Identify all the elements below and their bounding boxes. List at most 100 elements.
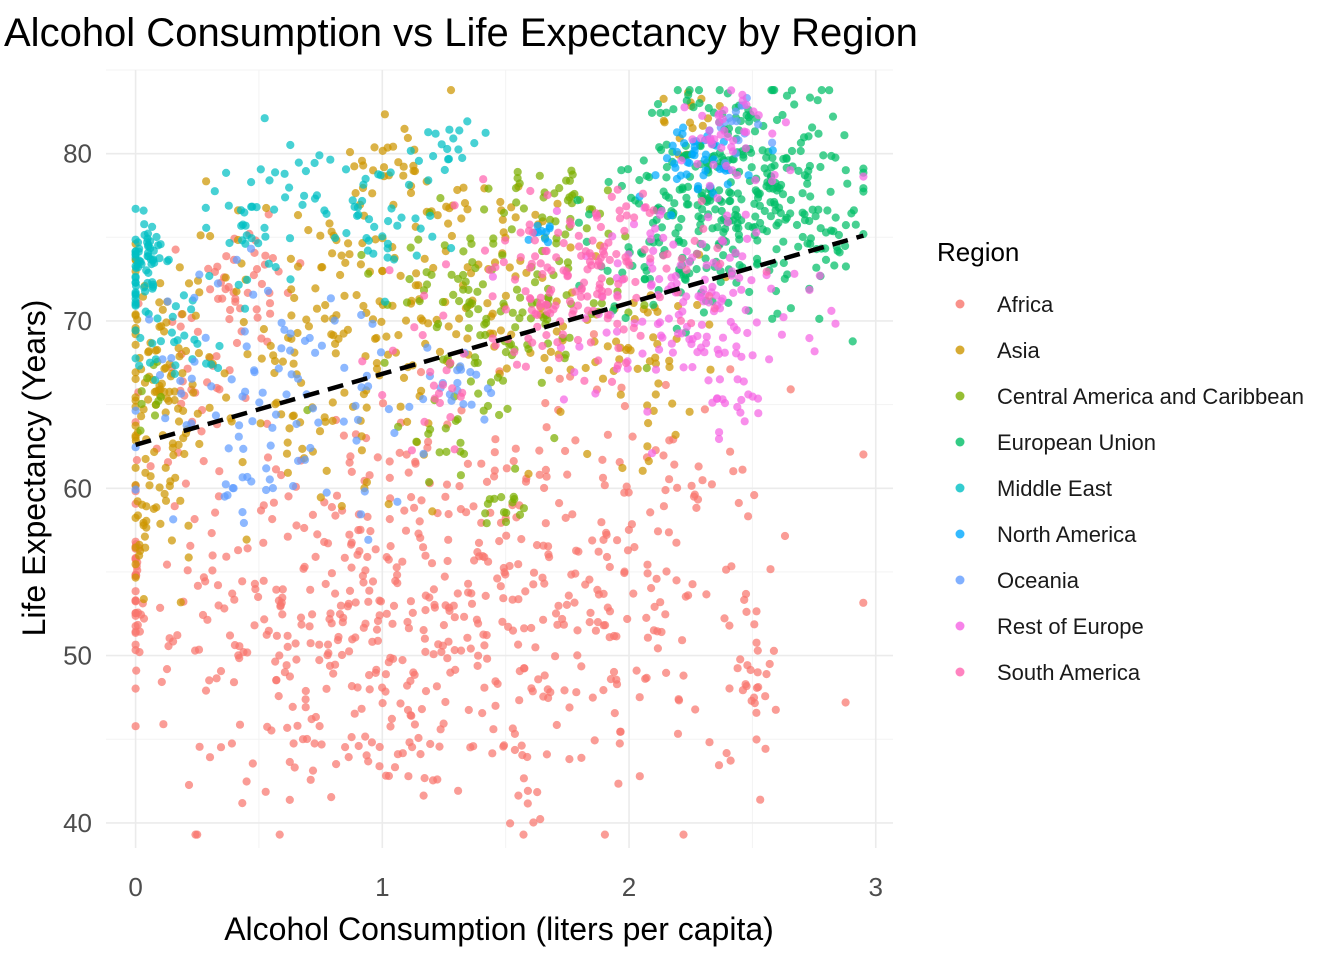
data-point xyxy=(322,684,331,693)
data-point xyxy=(501,291,510,300)
data-point xyxy=(372,364,382,373)
data-point xyxy=(181,346,191,356)
data-point xyxy=(803,179,812,188)
data-point xyxy=(638,349,647,358)
data-point xyxy=(565,217,575,226)
data-point xyxy=(481,128,490,137)
data-point xyxy=(322,488,331,497)
data-point xyxy=(536,259,545,268)
data-point xyxy=(736,655,745,664)
data-point xyxy=(316,493,325,502)
data-point xyxy=(614,344,623,353)
data-point xyxy=(805,161,815,171)
data-point xyxy=(363,552,372,562)
data-point xyxy=(582,224,591,233)
data-point xyxy=(782,91,792,100)
data-point xyxy=(781,118,791,127)
data-point xyxy=(668,141,677,150)
data-point xyxy=(588,536,597,545)
data-point xyxy=(521,287,530,296)
data-point xyxy=(493,679,502,689)
data-point xyxy=(449,290,458,299)
data-point xyxy=(543,263,552,272)
data-point xyxy=(438,380,448,389)
data-point xyxy=(358,196,367,206)
data-point xyxy=(156,279,165,288)
data-point xyxy=(630,213,639,222)
data-point xyxy=(768,146,777,155)
data-point xyxy=(740,595,749,605)
data-point xyxy=(640,301,649,310)
data-point xyxy=(270,356,280,366)
data-point xyxy=(510,464,520,473)
data-point xyxy=(239,444,248,453)
data-point xyxy=(714,434,724,444)
data-point xyxy=(669,105,678,114)
data-point xyxy=(163,297,172,306)
data-point xyxy=(480,415,489,424)
data-point xyxy=(421,647,430,657)
data-point xyxy=(680,139,689,148)
data-point xyxy=(393,750,402,759)
data-point xyxy=(741,210,750,219)
data-point xyxy=(619,325,628,334)
data-point xyxy=(364,597,373,606)
data-point xyxy=(701,150,711,159)
data-point xyxy=(698,205,707,214)
data-point xyxy=(841,698,850,707)
data-point xyxy=(403,133,412,143)
data-point xyxy=(406,711,415,720)
data-point xyxy=(445,125,454,134)
data-point xyxy=(653,307,662,316)
data-point xyxy=(483,654,492,663)
data-point xyxy=(657,627,666,637)
data-point xyxy=(321,417,330,426)
data-point xyxy=(187,374,196,383)
data-point xyxy=(843,179,852,188)
data-point xyxy=(831,153,840,162)
data-point xyxy=(446,358,455,368)
data-point xyxy=(744,512,753,521)
data-point xyxy=(526,263,535,272)
data-point xyxy=(731,248,740,257)
data-point xyxy=(324,649,333,658)
data-point xyxy=(698,111,707,120)
data-point xyxy=(653,319,663,329)
data-point xyxy=(635,176,644,185)
data-point xyxy=(613,185,622,194)
data-point xyxy=(704,376,713,385)
data-point xyxy=(574,231,583,240)
data-point xyxy=(193,276,203,285)
data-point xyxy=(738,90,747,99)
data-point xyxy=(344,239,353,248)
data-point xyxy=(591,389,600,398)
data-point xyxy=(613,259,622,268)
data-point xyxy=(859,172,868,181)
data-point xyxy=(753,259,762,268)
data-point xyxy=(283,631,292,640)
data-point xyxy=(794,166,803,175)
data-point xyxy=(345,458,354,467)
data-point xyxy=(479,630,488,639)
data-point xyxy=(798,232,807,242)
data-point xyxy=(380,297,389,306)
data-point xyxy=(488,272,497,281)
data-point xyxy=(201,333,210,342)
data-point xyxy=(815,314,824,323)
data-point xyxy=(814,205,823,214)
data-point xyxy=(583,265,592,274)
data-point xyxy=(445,606,454,616)
legend-item: South America xyxy=(955,660,1141,685)
data-point xyxy=(501,305,510,314)
data-point xyxy=(714,761,724,770)
data-point xyxy=(728,166,737,175)
data-point xyxy=(141,543,150,552)
data-point xyxy=(646,508,655,517)
data-point xyxy=(805,216,814,226)
data-point xyxy=(411,281,420,290)
data-point xyxy=(576,292,586,301)
data-point xyxy=(561,230,570,239)
data-point xyxy=(617,383,626,392)
data-point xyxy=(585,210,594,219)
